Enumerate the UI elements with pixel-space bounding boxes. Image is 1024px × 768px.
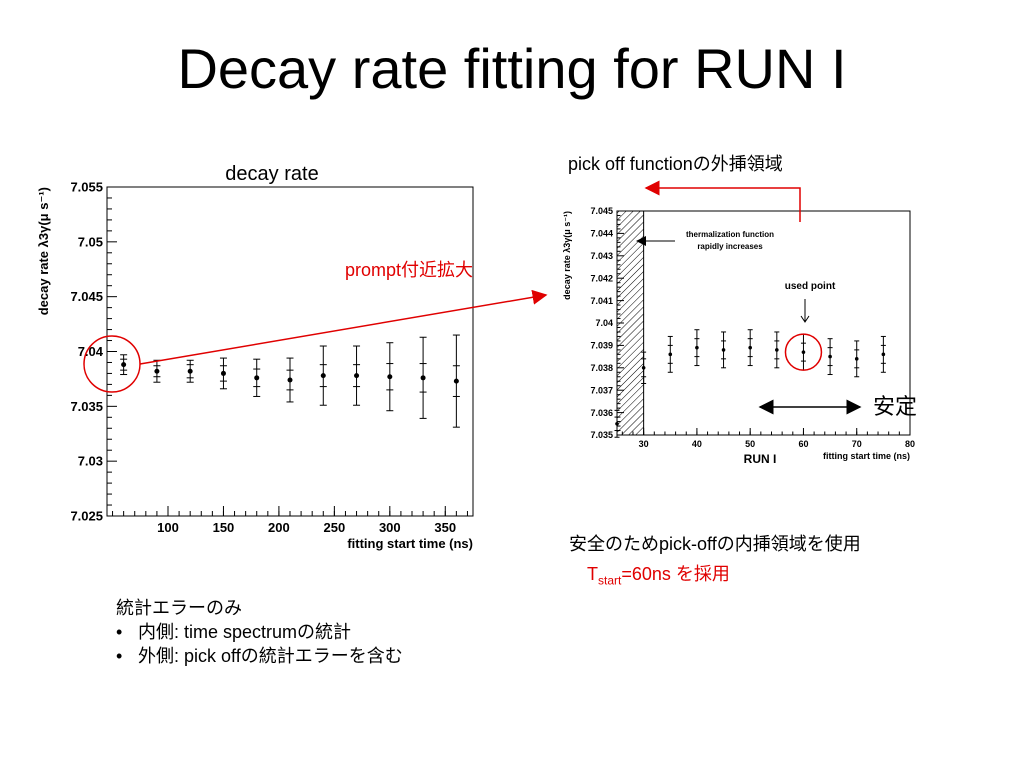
note-item: • 内側: time spectrumの統計	[116, 620, 403, 644]
y-tick-label: 7.039	[590, 341, 613, 351]
y-axis-label: decay rate λ3γ(μ s⁻¹)	[562, 211, 572, 300]
x-axis-label: fitting start time (ns)	[347, 536, 473, 551]
used-point-arrowhead	[800, 315, 810, 323]
t-subscript: start	[598, 573, 622, 588]
x-tick-label: 70	[852, 439, 862, 449]
annotation-rapidly: rapidly increases	[697, 242, 763, 251]
decay-rate-chart-wide: decay rate 7.025 7.03 7.035 7.04 7.045 7.05 7.0…	[36, 163, 474, 551]
y-tick-label: 7.025	[70, 509, 103, 524]
run-label: RUN I	[744, 452, 777, 466]
data-point	[187, 368, 193, 374]
x-tick-label: 40	[692, 439, 702, 449]
data-point	[220, 370, 226, 376]
annotation-thermalization: thermalization function	[686, 230, 774, 239]
x-tick-label: 50	[745, 439, 755, 449]
note-text: 内側: time spectrumの統計	[138, 622, 352, 642]
data-point	[775, 348, 779, 352]
decay-rate-chart-zoomed: 7.035 7.036 7.037 7.038 7.039 7.04 7.041 7.042 7…	[562, 206, 915, 466]
notes-heading: 統計エラーのみ	[116, 598, 242, 618]
y-tick-label: 7.038	[590, 363, 613, 373]
chart-title: decay rate	[225, 163, 318, 185]
t-value: =60ns を採用	[621, 564, 730, 584]
x-tick-label: 80	[905, 439, 915, 449]
data-point	[748, 345, 752, 350]
x-tick-label: 200	[268, 520, 290, 535]
data-point	[320, 373, 326, 379]
t-symbol: T	[587, 564, 598, 584]
data-point	[721, 348, 726, 352]
data-point	[615, 422, 619, 426]
data-point	[801, 350, 806, 354]
data-point	[453, 378, 459, 384]
x-tick-label: 150	[213, 520, 235, 535]
y-tick-label: 7.045	[590, 206, 613, 216]
data-point	[154, 368, 160, 374]
pick-off-label: pick off functionの外挿領域	[568, 154, 783, 174]
y-tick-label: 7.044	[590, 229, 613, 239]
data-point	[641, 366, 646, 370]
data-point	[881, 352, 886, 357]
data-point	[695, 345, 699, 350]
data-point	[387, 374, 393, 380]
y-axis-label: decay rate λ3γ(μ s⁻¹)	[36, 187, 51, 315]
y-tick-label: 7.05	[78, 234, 103, 249]
plot-frame	[106, 186, 474, 517]
used-point-circle	[784, 333, 823, 371]
conclusion-line1: 安全のためpick-offの内挿領域を使用	[569, 534, 861, 554]
notes-block: 統計エラーのみ • 内側: time spectrumの統計 • 外側: pick …	[116, 596, 403, 668]
y-tick-label: 7.042	[590, 273, 613, 283]
x-tick-label: 30	[639, 439, 649, 449]
y-tick-label: 7.035	[70, 399, 103, 414]
note-text: 外側: pick offの統計エラーを含む	[138, 646, 403, 666]
x-axis-label: fitting start time (ns)	[823, 451, 910, 461]
y-tick-label: 7.055	[70, 180, 103, 195]
y-tick-label: 7.041	[590, 296, 613, 306]
data-point	[254, 375, 260, 381]
prompt-label: prompt付近拡大	[345, 260, 474, 280]
data-point	[420, 375, 426, 381]
y-tick-label: 7.045	[70, 289, 103, 304]
x-tick-label: 100	[157, 520, 179, 535]
plot-frame	[616, 210, 911, 436]
y-tick-label: 7.043	[590, 251, 613, 261]
data-point	[121, 362, 127, 368]
y-tick-label: 7.036	[590, 408, 613, 418]
notes-list: • 内側: time spectrumの統計 • 外側: pick offの統計エラ…	[116, 620, 403, 668]
data-point	[828, 354, 832, 359]
x-tick-label: 350	[434, 520, 456, 535]
annotation-used-point: used point	[785, 281, 836, 292]
x-tick-label: 300	[379, 520, 401, 535]
x-tick-label: 60	[798, 439, 808, 449]
y-tick-label: 7.035	[590, 430, 613, 440]
data-point	[287, 377, 293, 383]
y-tick-label: 7.03	[78, 454, 103, 469]
y-tick-label: 7.04	[595, 318, 613, 328]
slide-title: Decay rate fitting for RUN I	[177, 37, 847, 100]
data-point	[668, 352, 673, 357]
data-point	[854, 357, 859, 361]
y-tick-label: 7.04	[78, 344, 104, 359]
note-item: • 外側: pick offの統計エラーを含む	[116, 644, 403, 668]
y-tick-label: 7.037	[590, 385, 613, 395]
stable-label: 安定	[873, 394, 918, 419]
x-tick-label: 250	[324, 520, 346, 535]
data-point	[354, 373, 360, 379]
bullet: •	[116, 622, 123, 642]
bullet: •	[116, 646, 123, 666]
conclusion-line2: Tstart=60ns を採用	[587, 563, 730, 592]
